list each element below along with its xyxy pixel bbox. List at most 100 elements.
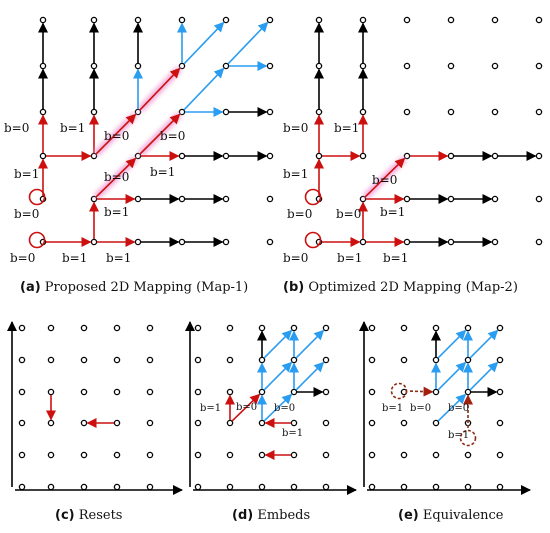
grid-node bbox=[464, 324, 472, 332]
grid-node bbox=[496, 356, 504, 364]
grid-node bbox=[178, 108, 186, 116]
caption-b: (b) Optimized 2D Mapping (Map-2) bbox=[283, 280, 518, 295]
grid-node bbox=[47, 483, 55, 491]
grid-node bbox=[290, 419, 298, 427]
grid-node bbox=[258, 451, 266, 459]
grid-node bbox=[226, 324, 234, 332]
edge-label: b=0 bbox=[160, 129, 185, 143]
grid-node bbox=[322, 451, 330, 459]
blue-arrow bbox=[263, 393, 293, 422]
grid-node bbox=[90, 62, 98, 70]
edge-label: b=0 bbox=[104, 129, 129, 143]
grid-node bbox=[491, 108, 499, 116]
dashed-arrow bbox=[409, 386, 434, 397]
grid-node bbox=[194, 451, 202, 459]
grid-node bbox=[222, 195, 230, 203]
grid-node bbox=[266, 62, 274, 70]
blue-arrow bbox=[183, 21, 225, 65]
grid-node bbox=[432, 451, 440, 459]
grid-node bbox=[359, 16, 367, 24]
blue-arrow bbox=[263, 361, 293, 391]
edge-label: b=1 bbox=[382, 403, 403, 414]
grid-node bbox=[496, 451, 504, 459]
grid-node bbox=[18, 419, 26, 427]
grid-node bbox=[178, 62, 186, 70]
edge-label: b=0 bbox=[410, 403, 431, 414]
blue-arrow bbox=[263, 329, 293, 359]
caption-a-text: Proposed 2D Mapping (Map-1) bbox=[44, 280, 249, 295]
grid-node bbox=[134, 16, 142, 24]
grid-node bbox=[18, 451, 26, 459]
grid-node bbox=[491, 152, 499, 160]
grid-node bbox=[496, 419, 504, 427]
grid-node bbox=[39, 16, 47, 24]
blue-arrow bbox=[437, 361, 467, 391]
grid-node bbox=[266, 152, 274, 160]
self-loop bbox=[28, 231, 46, 249]
grid-node bbox=[194, 419, 202, 427]
grid-node bbox=[447, 16, 455, 24]
grid-node bbox=[322, 324, 330, 332]
blue-arrow bbox=[295, 361, 325, 391]
grid-node bbox=[432, 483, 440, 491]
blue-arrow bbox=[295, 329, 325, 359]
grid-node bbox=[315, 16, 323, 24]
panel-b-map2: b=0 b=1 b=1 b=0 b=0 b=0 b=1 b=0 b=1 b=1 bbox=[283, 16, 543, 265]
caption-d-text: Embeds bbox=[257, 508, 311, 523]
edge-label: b=0 bbox=[283, 251, 308, 265]
grid-node bbox=[432, 324, 440, 332]
grid-node bbox=[322, 483, 330, 491]
grid-node bbox=[113, 451, 121, 459]
grid-node bbox=[146, 356, 154, 364]
grid-node bbox=[47, 324, 55, 332]
edge-label: b=0 bbox=[283, 121, 308, 135]
edge-label: b=0 bbox=[372, 173, 397, 187]
grid-node bbox=[368, 388, 376, 396]
grid-node bbox=[266, 195, 274, 203]
grid-node bbox=[403, 238, 411, 246]
grid-node bbox=[359, 195, 367, 203]
edge-label: b=0 bbox=[274, 403, 295, 414]
grid-node bbox=[315, 108, 323, 116]
grid-node bbox=[47, 388, 55, 396]
grid-node bbox=[403, 108, 411, 116]
grid-node bbox=[322, 419, 330, 427]
grid-node bbox=[113, 388, 121, 396]
edge-label: b=1 bbox=[150, 165, 175, 179]
edge-label: b=1 bbox=[383, 251, 408, 265]
panel-d-embeds: b=1 b=0 b=0 b=1 bbox=[185, 321, 357, 495]
grid-node bbox=[322, 356, 330, 364]
grid-node bbox=[400, 483, 408, 491]
edge-label: b=1 bbox=[200, 403, 221, 414]
grid-node bbox=[359, 152, 367, 160]
grid-node bbox=[403, 62, 411, 70]
caption-a: (a) Proposed 2D Mapping (Map-1) bbox=[20, 280, 248, 295]
grid-node bbox=[47, 356, 55, 364]
grid-node bbox=[90, 238, 98, 246]
grid-node bbox=[113, 356, 121, 364]
panel-c-resets bbox=[6, 321, 183, 495]
grid-node bbox=[226, 388, 234, 396]
grid-node bbox=[222, 62, 230, 70]
grid-node bbox=[464, 356, 472, 364]
grid-node bbox=[322, 388, 330, 396]
grid-node bbox=[290, 388, 298, 396]
grid-node bbox=[400, 451, 408, 459]
caption-a-letter: (a) bbox=[20, 280, 41, 295]
edge-label: b=1 bbox=[60, 121, 85, 135]
grid-node bbox=[368, 324, 376, 332]
edge-label: b=0 bbox=[448, 403, 469, 414]
grid-node bbox=[290, 356, 298, 364]
grid-node bbox=[535, 16, 543, 24]
grid-node bbox=[403, 16, 411, 24]
grid-node bbox=[368, 451, 376, 459]
grid-node bbox=[80, 483, 88, 491]
caption-d-letter: (d) bbox=[232, 508, 254, 523]
grid-node bbox=[266, 238, 274, 246]
grid-node bbox=[315, 152, 323, 160]
grid-node bbox=[113, 419, 121, 427]
grid-node bbox=[266, 16, 274, 24]
grid-node bbox=[400, 324, 408, 332]
caption-b-text: Optimized 2D Mapping (Map-2) bbox=[308, 280, 518, 295]
